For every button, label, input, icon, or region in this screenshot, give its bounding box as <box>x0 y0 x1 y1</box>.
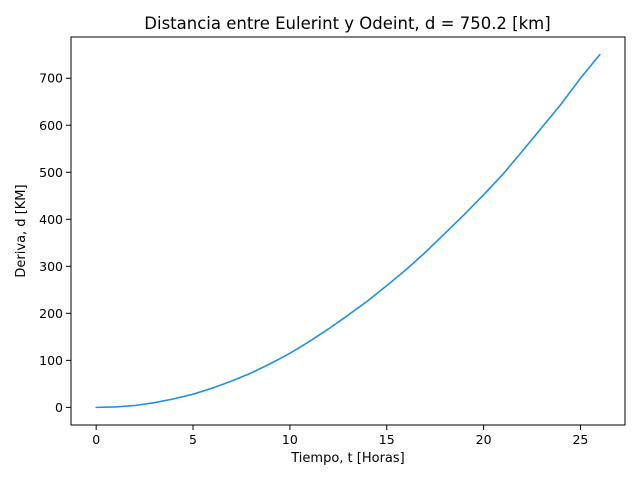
y-tick-label: 400 <box>39 212 63 227</box>
plot-frame <box>70 36 626 426</box>
y-tick-label: 200 <box>39 306 63 321</box>
y-tick-label: 300 <box>39 259 63 274</box>
x-tick-label: 15 <box>379 432 395 447</box>
y-tick-label: 0 <box>55 400 63 415</box>
y-tick-label: 500 <box>39 165 63 180</box>
chart-title: Distancia entre Eulerint y Odeint, d = 7… <box>144 14 550 33</box>
y-tick-label: 700 <box>39 71 63 86</box>
x-tick-label: 25 <box>572 432 588 447</box>
series-layer <box>95 53 601 409</box>
y-tick-label: 100 <box>39 353 63 368</box>
series-line <box>95 53 601 409</box>
x-axis-label: Tiempo, t [Horas] <box>290 451 404 466</box>
x-tick-label: 0 <box>92 432 100 447</box>
y-axis-label: Deriva, d [KM] <box>14 184 29 277</box>
y-tick-label: 600 <box>39 118 63 133</box>
x-axis-ticks: 0 5 10 15 20 25 <box>92 425 588 447</box>
x-tick-label: 20 <box>476 432 492 447</box>
x-tick-label: 5 <box>189 432 197 447</box>
y-axis-ticks: 0 100 200 300 400 500 600 700 <box>39 71 71 415</box>
x-tick-label: 10 <box>282 432 298 447</box>
